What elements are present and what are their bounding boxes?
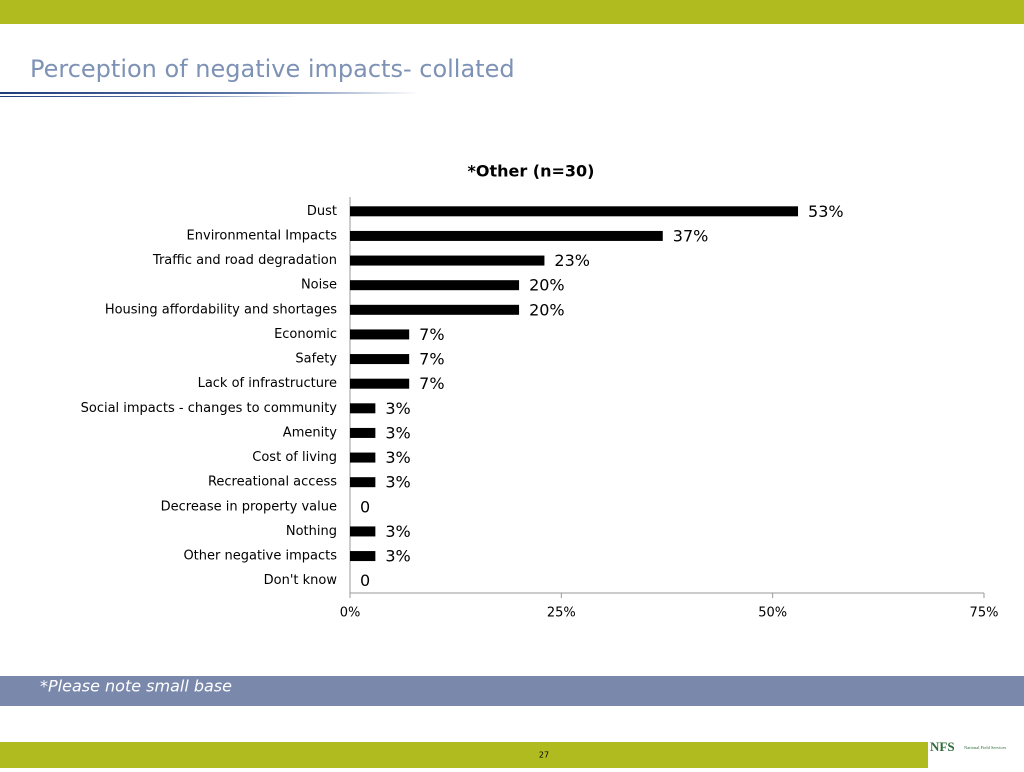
bar [350, 427, 376, 438]
note-band [0, 676, 1024, 706]
data-label: 37% [673, 226, 709, 245]
y-tick-label: Amenity [283, 425, 338, 440]
data-label: 7% [419, 325, 444, 344]
data-label: 3% [385, 448, 410, 467]
data-label: 7% [419, 350, 444, 369]
y-tick-label: Environmental Impacts [187, 228, 338, 243]
y-tick-label: Other negative impacts [183, 549, 337, 564]
data-label: 0 [360, 571, 370, 590]
x-tick-label: 50% [758, 606, 787, 621]
chart-title: *Other (n=30) [467, 162, 594, 181]
y-tick-label: Dust [307, 204, 337, 219]
data-label: 0 [360, 497, 370, 516]
y-tick-label: Don't know [264, 573, 338, 588]
title-rule [0, 92, 420, 94]
bar [350, 378, 410, 389]
bar [350, 452, 376, 463]
logo-subtitle: National Field Services [964, 745, 1006, 750]
bar [350, 354, 410, 365]
bottom-band [0, 742, 1024, 768]
y-tick-label: Traffic and road degradation [152, 253, 337, 268]
bar [350, 403, 376, 414]
x-tick-label: 25% [547, 606, 576, 621]
data-label: 53% [808, 202, 844, 221]
data-label: 3% [385, 423, 410, 442]
y-tick-label: Nothing [286, 524, 337, 539]
y-tick-label: Social impacts - changes to community [81, 401, 338, 416]
bar [350, 206, 799, 217]
y-tick-label: Economic [274, 327, 337, 342]
bar [350, 477, 376, 488]
data-label: 20% [529, 276, 565, 295]
x-tick-label: 0% [340, 606, 361, 621]
y-tick-label: Lack of infrastructure [198, 376, 337, 391]
top-band [0, 0, 1024, 24]
data-label: 3% [385, 473, 410, 492]
title-rule [0, 96, 300, 97]
data-label: 3% [385, 399, 410, 418]
x-tick-label: 75% [970, 606, 999, 621]
plot: 0% 25% 50% 75% Dust 53% Environmental Impacts 3… [81, 197, 999, 621]
bar [350, 304, 520, 315]
bar [350, 255, 545, 266]
bar [350, 526, 376, 537]
page-number: 27 [539, 751, 549, 760]
data-label: 3% [385, 547, 410, 566]
y-tick-label: Housing affordability and shortages [105, 302, 337, 317]
bar [350, 329, 410, 340]
bar [350, 280, 520, 291]
slide-title: Perception of negative impacts- collated [30, 55, 515, 83]
logo: NFS [930, 739, 955, 754]
y-tick-label: Decrease in property value [161, 499, 337, 514]
y-tick-label: Safety [295, 352, 337, 367]
y-tick-label: Cost of living [252, 450, 337, 465]
bar [350, 551, 376, 562]
data-label: 7% [419, 374, 444, 393]
data-label: 23% [554, 251, 590, 270]
note: *Please note small base [40, 677, 232, 696]
data-label: 3% [385, 522, 410, 541]
data-label: 20% [529, 300, 565, 319]
y-tick-label: Recreational access [208, 475, 337, 490]
y-tick-label: Noise [301, 278, 337, 293]
bar [350, 230, 663, 241]
logo-box [928, 740, 1024, 768]
